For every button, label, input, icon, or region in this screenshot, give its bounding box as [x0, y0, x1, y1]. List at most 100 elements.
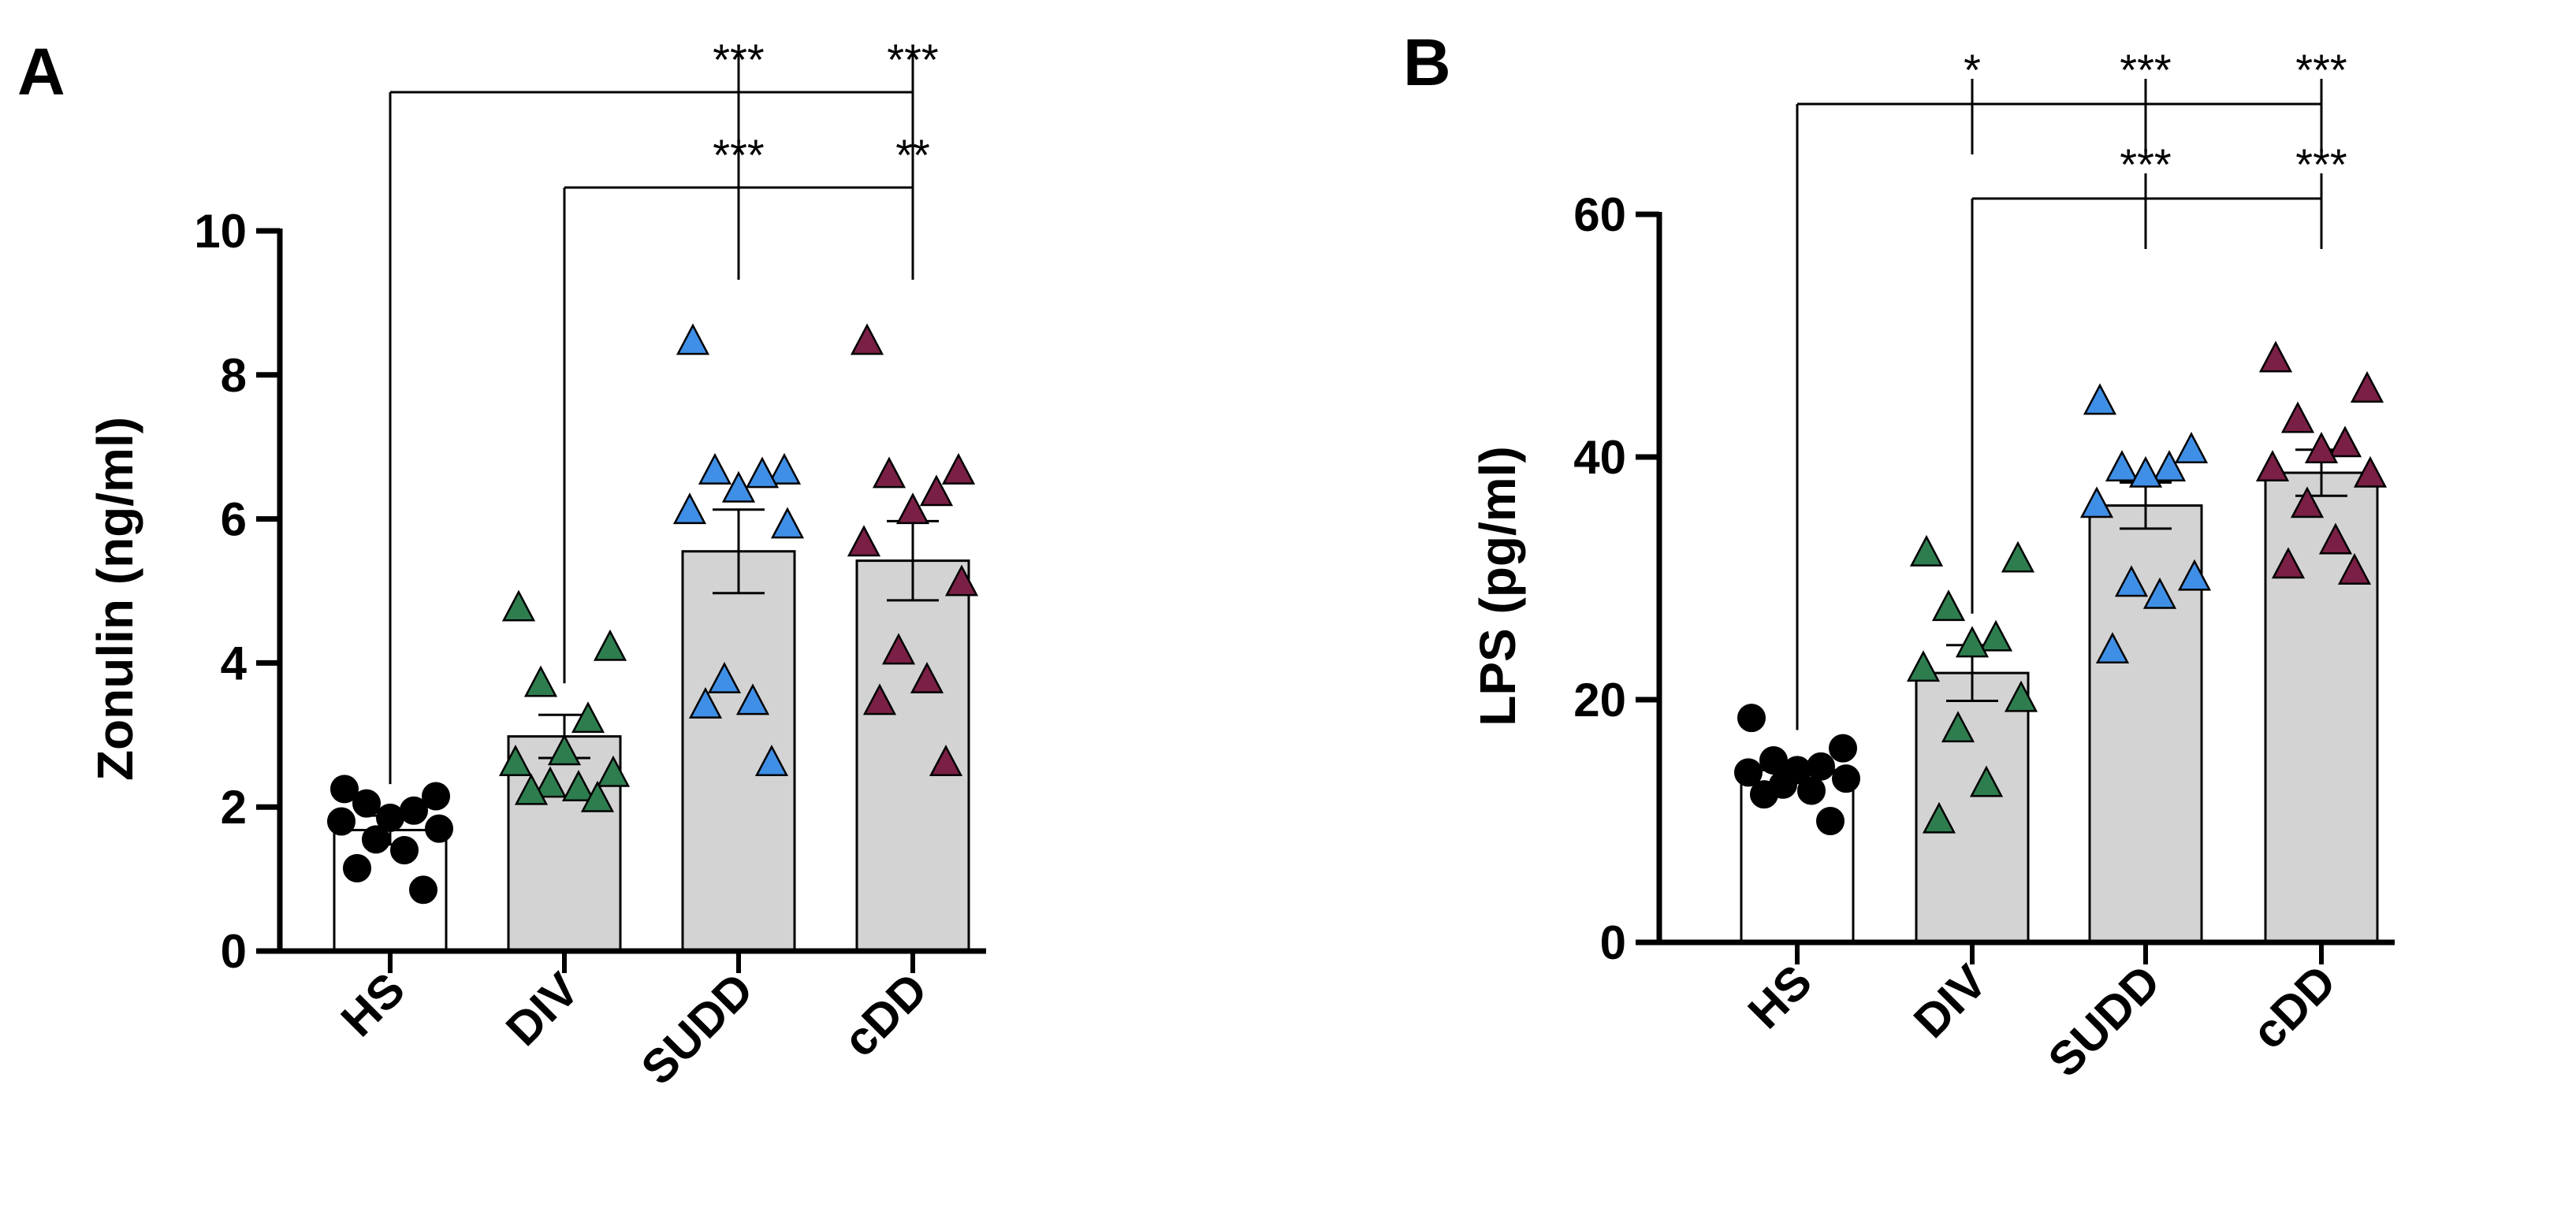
bar-sudd [681, 550, 796, 953]
significance-label: *** [2120, 45, 2171, 95]
y-tick-label: 2 [221, 781, 247, 834]
data-point-div [2004, 680, 2038, 712]
significance-label: *** [887, 35, 938, 84]
significance-label: ** [895, 130, 930, 180]
data-point-cdd [2337, 553, 2372, 585]
y-tick-label: 20 [1573, 674, 1626, 726]
data-point-hs [1737, 704, 1766, 733]
data-point-cdd [2280, 401, 2315, 433]
data-point-sudd [707, 661, 742, 693]
data-point-cdd [2328, 425, 2362, 458]
data-point-div [1969, 765, 2004, 797]
data-point-sudd [2152, 450, 2187, 482]
data-point-sudd [2177, 559, 2212, 591]
data-point-div [1906, 650, 1941, 682]
data-point-cdd [2290, 486, 2325, 518]
data-point-cdd [941, 452, 976, 485]
data-point-cdd [2350, 371, 2384, 403]
data-point-hs [1816, 807, 1845, 835]
data-point-sudd [672, 492, 707, 525]
y-tick-label: 60 [1573, 188, 1626, 241]
bar-cdd [855, 559, 970, 953]
bar-div [1915, 671, 2030, 944]
data-point-div [1922, 801, 1956, 834]
data-point-sudd [2095, 632, 2130, 664]
data-point-hs [1832, 764, 1860, 793]
y-tick-label: 4 [221, 637, 248, 689]
data-point-div [501, 589, 536, 622]
data-point-cdd [2271, 547, 2306, 579]
data-point-hs [425, 814, 453, 843]
data-point-sudd [754, 745, 789, 777]
data-point-sudd [767, 452, 802, 485]
data-point-hs [422, 782, 450, 811]
data-point-sudd [2114, 565, 2149, 597]
data-point-div [593, 629, 627, 661]
data-point-sudd [2142, 577, 2177, 609]
data-point-div [1909, 534, 1944, 567]
data-point-cdd [872, 456, 906, 489]
data-point-cdd [2304, 432, 2339, 463]
significance-label: * [1964, 45, 1981, 95]
y-tick-label: 10 [194, 205, 247, 258]
data-point-cdd [847, 525, 881, 557]
data-point-hs [1829, 734, 1857, 763]
data-point-div [571, 701, 605, 734]
data-point-sudd [2079, 486, 2114, 518]
data-point-hs [327, 807, 356, 836]
significance-label: *** [713, 35, 764, 84]
data-point-cdd [862, 683, 897, 715]
data-point-div [1979, 619, 2013, 652]
y-tick-label: 6 [221, 493, 247, 546]
panel-label: B [1403, 25, 1451, 99]
significance-label: *** [713, 130, 764, 180]
data-point-hs [362, 825, 390, 854]
data-point-sudd [721, 470, 756, 503]
data-point-div [498, 745, 533, 777]
y-tick-label: 0 [221, 925, 247, 978]
data-point-cdd [850, 323, 884, 355]
data-point-hs [1797, 776, 1826, 805]
data-point-cdd [2318, 522, 2353, 555]
data-point-cdd [2353, 455, 2388, 488]
data-point-cdd [910, 661, 944, 693]
data-point-hs [1734, 758, 1763, 787]
data-point-div [547, 734, 582, 766]
data-point-cdd [895, 492, 930, 525]
y-tick-label: 8 [221, 349, 247, 402]
bar-cdd [2264, 471, 2379, 944]
data-point-cdd [929, 745, 963, 777]
data-point-div [1931, 589, 1966, 622]
y-axis-label: LPS (pg/ml) [1469, 446, 1526, 726]
data-point-sudd [2174, 432, 2209, 463]
bar-sudd [2088, 504, 2203, 944]
data-point-sudd [2128, 455, 2163, 488]
data-point-sudd [698, 452, 732, 485]
data-point-div [533, 766, 568, 798]
data-point-div [514, 773, 549, 805]
data-point-hs [390, 836, 419, 865]
data-point-hs [400, 796, 428, 825]
data-point-cdd [2255, 450, 2290, 482]
data-point-sudd [2083, 383, 2117, 415]
data-point-sudd [2105, 450, 2139, 482]
data-point-sudd [676, 323, 710, 355]
data-point-div [596, 755, 631, 787]
data-point-hs [343, 853, 371, 882]
data-point-hs [352, 789, 381, 818]
data-point-cdd [919, 474, 954, 507]
data-point-sudd [688, 686, 723, 719]
y-tick-label: 40 [1573, 431, 1626, 484]
data-point-hs [409, 875, 437, 905]
data-point-div [561, 770, 596, 801]
data-point-hs [1807, 752, 1835, 781]
significance-label: *** [2295, 45, 2347, 95]
significance-label: *** [2120, 139, 2171, 189]
data-point-div [1955, 626, 1990, 658]
data-point-hs [376, 803, 404, 832]
significance-label: *** [2295, 139, 2347, 189]
data-point-sudd [745, 456, 780, 489]
